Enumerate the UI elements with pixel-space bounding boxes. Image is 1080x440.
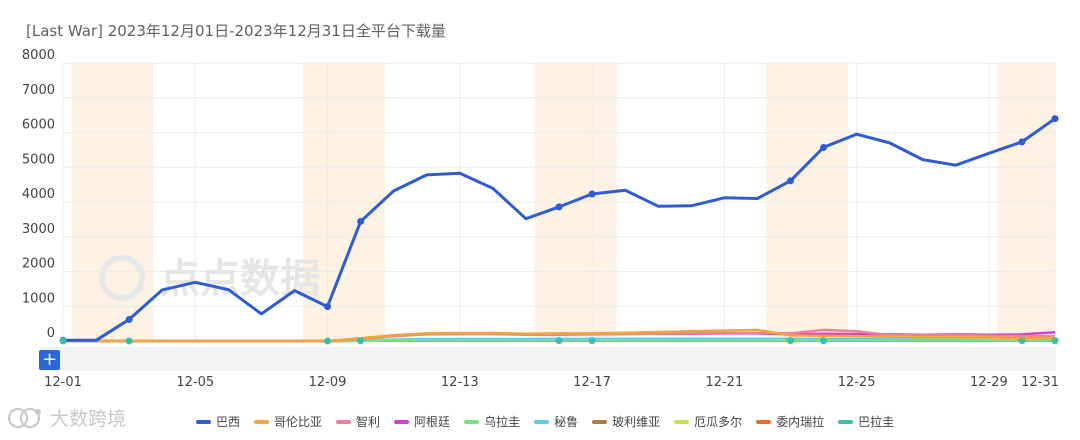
x-tick-label: 12-29 (970, 375, 1008, 390)
legend-item[interactable]: 哥伦比亚 (254, 413, 322, 430)
y-tick-label: 0 (47, 326, 55, 341)
data-point (555, 337, 563, 345)
range-navigator (40, 347, 1056, 371)
brand-logo: 大数跨境 (6, 404, 126, 431)
data-point (588, 190, 596, 198)
x-tick-label: 12-31 (1021, 375, 1059, 390)
data-point (820, 337, 828, 345)
data-point (786, 337, 794, 345)
data-point (1018, 337, 1026, 345)
brand-mark-icon (8, 407, 41, 428)
y-tick-label: 5000 (22, 152, 55, 167)
brand-name: 大数跨境 (50, 408, 127, 430)
data-point (357, 337, 365, 345)
x-tick-label: 12-21 (705, 375, 743, 390)
y-tick-label: 8000 (22, 48, 55, 63)
y-tick-label: 2000 (22, 257, 55, 272)
legend-label: 乌拉圭 (484, 415, 521, 429)
data-point (1051, 115, 1059, 123)
data-point (1051, 337, 1059, 345)
x-tick-label: 12-01 (44, 375, 82, 390)
legend-label: 智利 (356, 415, 381, 429)
data-point (59, 337, 67, 345)
data-point (125, 337, 133, 345)
legend-label: 玻利维亚 (612, 415, 661, 429)
legend-item[interactable]: 巴西 (196, 413, 240, 430)
zoom-plus-button[interactable]: + (39, 350, 60, 370)
data-point (125, 315, 133, 323)
data-point (820, 143, 828, 151)
legend-item[interactable]: 巴拉圭 (838, 413, 894, 430)
legend-swatch (838, 419, 854, 424)
x-tick-label: 12-25 (838, 375, 876, 390)
legend-item[interactable]: 玻利维亚 (592, 413, 660, 430)
legend-swatch (196, 419, 211, 424)
legend-item[interactable]: 委内瑞拉 (756, 413, 824, 430)
data-point (555, 203, 563, 211)
y-tick-label: 7000 (22, 83, 55, 98)
legend-label: 哥伦比亚 (274, 415, 323, 429)
watermark-logo-icon (99, 255, 145, 301)
y-tick-label: 1000 (22, 291, 55, 306)
x-tick-label: 12-05 (176, 375, 214, 390)
legend-item[interactable]: 厄瓜多尔 (674, 413, 742, 430)
legend-swatch (254, 419, 270, 424)
chart-legend: 巴西 哥伦比亚 智利 阿根廷 乌拉圭 秘鲁 玻利维亚 厄瓜多尔 委内瑞拉 巴拉圭 (196, 413, 894, 430)
legend-item[interactable]: 秘鲁 (534, 413, 578, 430)
x-tick-label: 12-13 (441, 375, 479, 390)
legend-label: 秘鲁 (554, 415, 579, 429)
legend-swatch (394, 419, 410, 424)
legend-swatch (756, 419, 772, 424)
legend-label: 厄瓜多尔 (694, 415, 743, 429)
line-chart: 8000 7000 6000 5000 4000 3000 2000 1000 0 点点数据 12-… (22, 48, 1059, 390)
y-tick-label: 3000 (22, 222, 55, 237)
x-tick-label: 12-17 (573, 375, 611, 390)
data-point (786, 177, 794, 185)
y-tick-label: 6000 (22, 118, 55, 133)
data-point (357, 217, 365, 225)
legend-swatch (592, 419, 608, 424)
legend-item[interactable]: 乌拉圭 (464, 413, 520, 430)
legend-label: 委内瑞拉 (776, 415, 825, 429)
legend-item[interactable]: 阿根廷 (394, 413, 450, 430)
series-line-1 (63, 328, 1055, 343)
legend-swatch (464, 419, 480, 424)
legend-swatch (336, 419, 352, 424)
legend-label: 巴拉圭 (858, 415, 895, 429)
legend-swatch (674, 419, 690, 424)
y-tick-label: 4000 (22, 187, 55, 202)
chart-title: [Last War] 2023年12月01日-2023年12月31日全平台下载量 (26, 22, 446, 40)
legend-label: 巴西 (216, 415, 241, 429)
data-point (1018, 138, 1026, 146)
data-point (588, 337, 596, 345)
x-tick-label: 12-09 (309, 375, 347, 390)
legend-swatch (534, 419, 550, 424)
data-point (324, 337, 332, 345)
data-point (324, 303, 332, 311)
legend-item[interactable]: 智利 (336, 413, 380, 430)
legend-label: 阿根廷 (414, 415, 451, 429)
watermark-text: 点点数据 (160, 256, 320, 302)
